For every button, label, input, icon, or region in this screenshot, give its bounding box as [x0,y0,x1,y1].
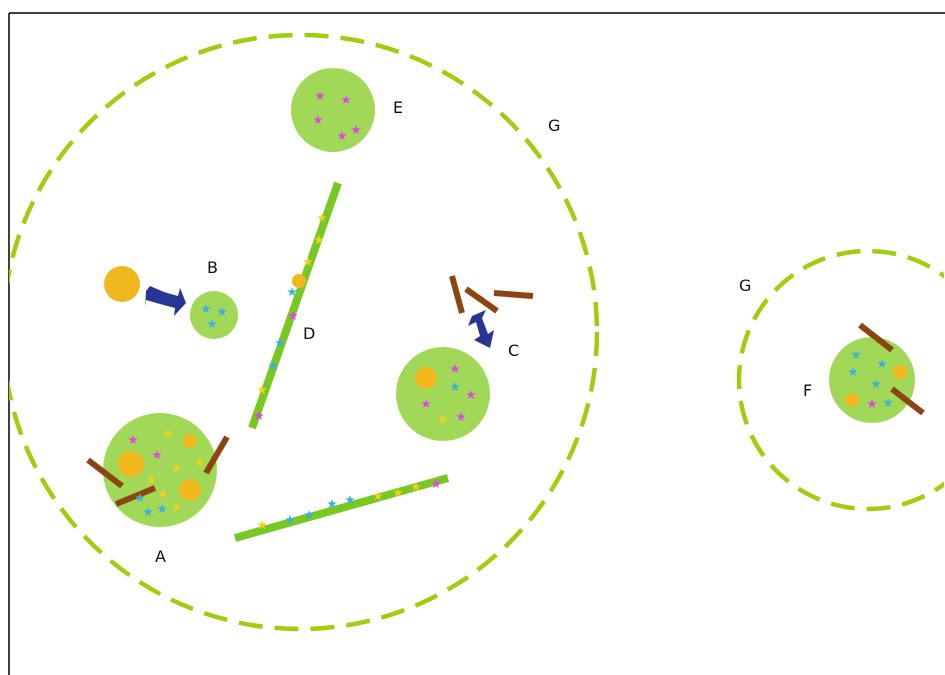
group-c [396,275,534,441]
double-arrow-b [145,286,186,316]
label-g-small: G [739,276,751,295]
filament-bottom [233,474,450,542]
cluster-a [86,413,230,527]
label-a: A [155,547,166,566]
label-d: D [303,324,315,343]
label-g-large: G [548,116,560,135]
region-g-large [9,32,600,632]
region-g-small [736,248,944,512]
label-b: B [207,258,218,277]
label-e: E [393,98,403,117]
group-b [104,266,238,339]
filament-d [248,181,342,430]
label-c: C [508,341,519,360]
gold-object-b [104,266,140,302]
double-arrow-c [468,310,494,348]
cluster-e [291,68,375,152]
cluster-f [829,322,925,423]
label-f: F [803,381,812,400]
